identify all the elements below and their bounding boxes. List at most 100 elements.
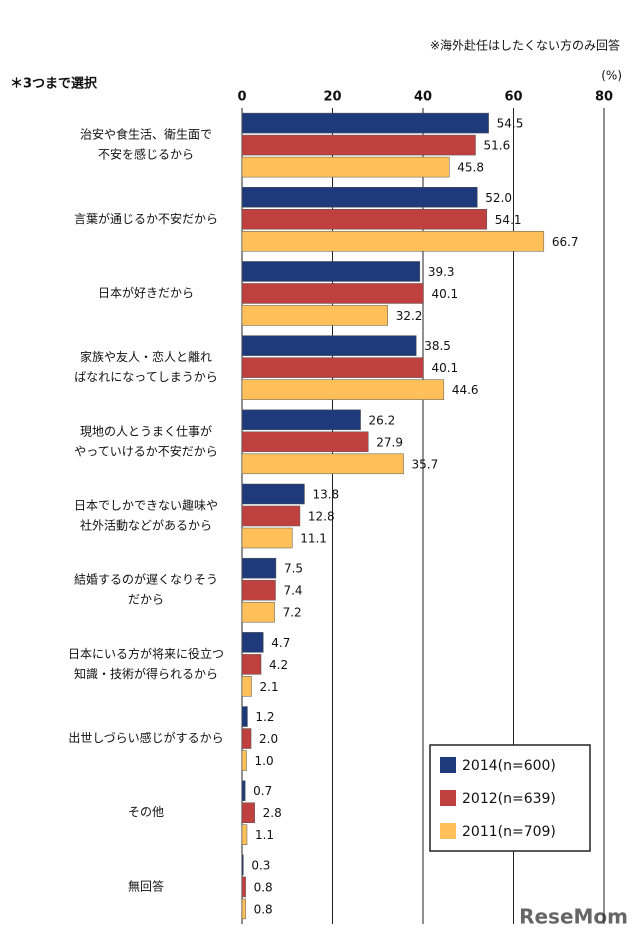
value-label: 7.4 <box>283 584 302 598</box>
x-tick-label: 0 <box>237 90 246 105</box>
bar <box>241 231 545 252</box>
value-label: 1.2 <box>255 710 274 724</box>
value-label: 54.1 <box>495 213 522 227</box>
legend-label: 2014(n=600) <box>462 758 556 774</box>
category-label: 日本が好きだから <box>98 285 194 300</box>
value-label: 1.1 <box>255 828 274 842</box>
bar <box>241 632 264 653</box>
category-label: 言葉が通じるか不安だから <box>74 211 218 226</box>
value-label: 7.5 <box>284 562 303 576</box>
bar <box>241 453 404 475</box>
value-label: 26.2 <box>369 413 396 427</box>
value-label: 40.1 <box>431 287 458 301</box>
bar <box>241 112 489 134</box>
watermark: ReseMom <box>519 905 628 929</box>
legend-box <box>429 744 591 852</box>
category-label: 治安や食生活、衛生面で <box>80 127 212 142</box>
value-label: 1.0 <box>255 754 274 768</box>
bar <box>241 802 255 823</box>
category-label: 現地の人とうまく仕事が <box>80 423 212 438</box>
bar <box>241 706 248 727</box>
bar <box>241 750 247 771</box>
bar <box>241 305 388 326</box>
value-label: 32.2 <box>396 309 423 323</box>
bar <box>241 780 246 801</box>
subtitle: ＊3つまで選択 <box>10 76 98 92</box>
bar <box>241 601 275 623</box>
value-label: 0.8 <box>254 902 273 916</box>
value-label: 13.8 <box>312 488 339 502</box>
bar <box>241 676 252 697</box>
bar <box>241 483 305 505</box>
value-label: 51.6 <box>483 139 510 153</box>
bar <box>241 379 445 400</box>
category-label: 無回答 <box>128 878 164 893</box>
bar <box>241 261 421 282</box>
bar <box>241 898 246 920</box>
bar <box>241 854 244 876</box>
value-label: 45.8 <box>457 161 484 175</box>
category-label: 日本にいる方が将来に役立つ <box>68 646 224 661</box>
bar <box>241 283 424 304</box>
category-label: 日本でしかできない趣味や <box>74 498 218 513</box>
value-label: 40.1 <box>431 361 458 375</box>
value-label: 11.1 <box>300 532 327 546</box>
legend-label: 2011(n=709) <box>462 824 556 840</box>
legend-swatch <box>440 757 456 773</box>
value-label: 52.0 <box>485 191 512 205</box>
bar <box>241 527 293 549</box>
category-label: だから <box>128 593 164 607</box>
bar <box>241 134 476 156</box>
value-label: 12.8 <box>308 510 335 524</box>
bar <box>241 728 252 749</box>
category-label: 社外活動などがあるから <box>80 518 212 533</box>
unit-label: (%) <box>601 69 622 83</box>
category-label: ばなれになってしまうから <box>74 370 217 384</box>
bar <box>241 876 246 898</box>
value-label: 4.2 <box>269 658 288 672</box>
value-label: 2.0 <box>259 732 278 746</box>
value-label: 54.5 <box>497 117 524 131</box>
value-label: 35.7 <box>412 457 439 471</box>
bar <box>241 557 277 579</box>
value-label: 0.8 <box>254 880 273 894</box>
bar <box>241 357 424 378</box>
x-tick-label: 80 <box>595 90 613 105</box>
category-label: その他 <box>128 805 164 819</box>
note: ※海外赴任はしたくない方のみ回答 <box>430 38 620 53</box>
x-tick-label: 20 <box>323 90 341 105</box>
bar <box>241 654 262 675</box>
value-label: 27.9 <box>376 435 403 449</box>
category-label: 家族や友人・恋人と離れ <box>80 349 212 364</box>
bar <box>241 156 450 178</box>
value-label: 39.3 <box>428 265 455 279</box>
bar <box>241 505 301 527</box>
category-label: 結婚するのが遅くなりそう <box>74 572 218 587</box>
category-label: やっていけるか不安だから <box>74 443 217 458</box>
category-label: 出世しづらい感じがするから <box>68 730 223 745</box>
value-label: 44.6 <box>452 383 479 397</box>
value-label: 2.8 <box>263 806 282 820</box>
value-label: 66.7 <box>552 235 579 249</box>
legend-swatch <box>440 823 456 839</box>
x-tick-label: 60 <box>504 90 522 105</box>
value-label: 2.1 <box>260 680 279 694</box>
value-label: 38.5 <box>424 339 451 353</box>
bar <box>241 335 417 356</box>
value-label: 0.7 <box>253 784 272 798</box>
bar <box>241 209 488 230</box>
bar <box>241 187 478 208</box>
category-label: 知識・技術が得られるから <box>74 666 218 681</box>
bar <box>241 579 276 601</box>
value-label: 7.2 <box>283 606 302 620</box>
x-tick-label: 40 <box>414 90 432 105</box>
bar <box>241 431 369 453</box>
value-label: 0.3 <box>251 858 270 872</box>
legend-swatch <box>440 790 456 806</box>
value-label: 4.7 <box>271 636 290 650</box>
bar <box>241 824 248 845</box>
category-label: 不安を感じるから <box>98 147 194 162</box>
legend-label: 2012(n=639) <box>462 791 556 807</box>
bar <box>241 409 361 431</box>
